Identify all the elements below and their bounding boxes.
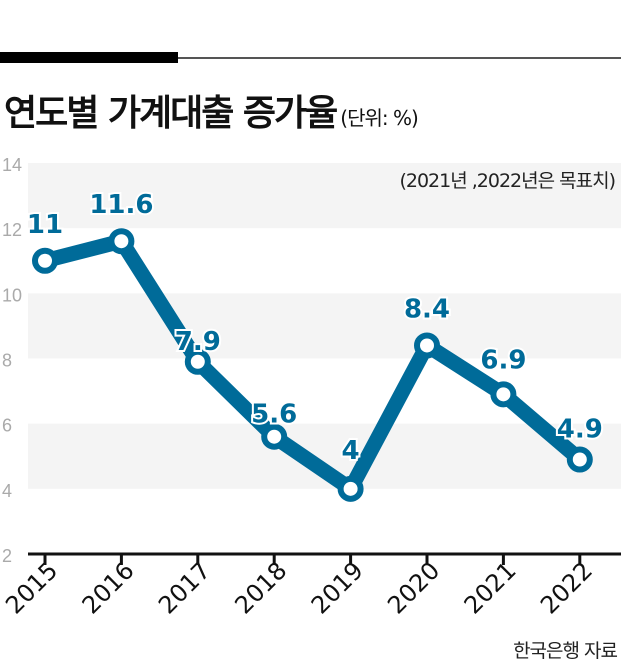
data-label: 6.9	[480, 345, 526, 375]
title-text: 연도별 가계대출 증가율	[4, 93, 338, 134]
x-tick-label: 2022	[535, 556, 598, 619]
data-label: 4.9	[557, 415, 603, 445]
grid-band	[28, 163, 621, 229]
x-tick-label: 2019	[306, 556, 369, 619]
data-point	[261, 423, 288, 450]
data-point	[490, 381, 517, 408]
y-tick-label: 12	[2, 220, 22, 240]
data-point	[184, 348, 211, 375]
data-point	[414, 332, 440, 359]
x-tick-label: 2018	[229, 556, 292, 619]
y-tick-label: 2	[2, 546, 12, 566]
data-point	[108, 228, 135, 255]
note-text: (2021년 ,2022년은 목표치)	[399, 170, 616, 192]
y-tick-label: 4	[2, 481, 12, 501]
data-label: 11.6	[89, 190, 153, 220]
data-label: 5.6	[251, 400, 297, 430]
source-text: 한국은행 자료	[513, 640, 618, 662]
x-tick-label: 2021	[459, 556, 522, 619]
y-tick-label: 10	[2, 285, 22, 305]
data-point	[337, 475, 364, 502]
series-line	[43, 233, 585, 497]
data-label: 7.9	[175, 327, 221, 357]
header-bar-thick	[0, 52, 178, 63]
x-tick-label: 2016	[77, 556, 140, 619]
data-label: 11	[27, 210, 63, 240]
x-tick-label: 2020	[382, 556, 445, 619]
data-point	[32, 247, 58, 274]
y-tick-label: 8	[2, 351, 12, 371]
data-label: 4	[342, 436, 360, 466]
header-bar-thin	[178, 57, 621, 59]
y-tick-label: 6	[2, 416, 12, 436]
data-point	[566, 446, 593, 473]
data-label: 8.4	[404, 294, 450, 324]
unit-label: (단위: %)	[340, 106, 419, 130]
chart-title: 연도별 가계대출 증가율 (단위: %)	[4, 84, 419, 136]
y-tick-label: 14	[2, 155, 22, 175]
x-tick-label: 2017	[153, 556, 216, 619]
grid-band	[28, 293, 621, 359]
